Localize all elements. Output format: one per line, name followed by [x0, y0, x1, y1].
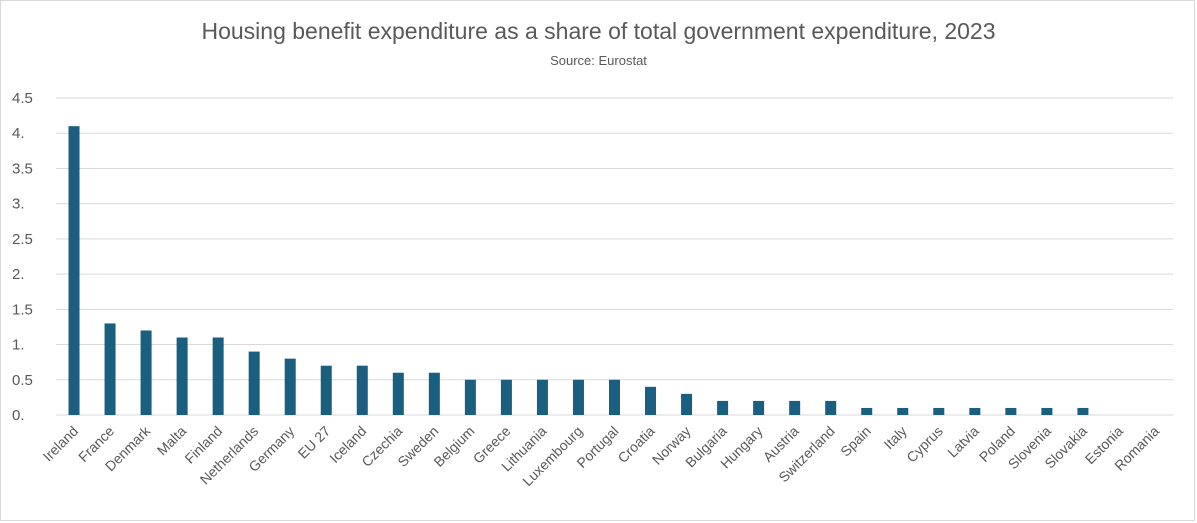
bar-sweden	[428, 372, 440, 415]
bar-france	[104, 323, 116, 415]
y-tick-label: 3.	[12, 196, 25, 213]
bar-lithuania	[536, 379, 548, 415]
bar-spain	[861, 407, 873, 415]
bar-croatia	[645, 386, 657, 415]
bar-czechia	[392, 372, 404, 415]
y-tick-label: 4.5	[12, 90, 33, 107]
bar-greece	[500, 379, 512, 415]
gridlines	[56, 97, 1173, 416]
y-tick-label: 1.5	[12, 301, 33, 318]
y-tick-label: 2.5	[12, 231, 33, 248]
bar-netherlands	[248, 351, 260, 415]
bar-cyprus	[933, 407, 945, 415]
bar-latvia	[969, 407, 981, 415]
bar-hungary	[753, 400, 765, 415]
x-tick-label: Cyprus	[903, 423, 946, 466]
y-tick-label: 3.5	[12, 160, 33, 177]
y-tick-label: 0.5	[12, 372, 33, 389]
bar-slovakia	[1077, 407, 1089, 415]
x-tick-label: Spain	[837, 423, 874, 460]
bars	[68, 126, 1089, 415]
bar-austria	[789, 400, 801, 415]
y-tick-label: 1.	[12, 337, 25, 354]
bar-finland	[212, 337, 224, 415]
x-tick-label: Ireland	[40, 423, 82, 465]
bar-ireland	[68, 126, 80, 415]
bar-eu-27	[320, 365, 332, 415]
chart-title: Housing benefit expenditure as a share o…	[201, 18, 996, 44]
bar-denmark	[140, 330, 152, 415]
x-tick-label: Belgium	[430, 423, 477, 470]
y-tick-label: 4.	[12, 125, 25, 142]
bar-slovenia	[1041, 407, 1053, 415]
bar-belgium	[464, 379, 476, 415]
bar-italy	[897, 407, 909, 415]
bar-norway	[681, 393, 693, 415]
x-tick-label: Italy	[880, 423, 909, 452]
y-tick-label: 2.	[12, 266, 25, 283]
chart-subtitle: Source: Eurostat	[550, 53, 647, 68]
bar-luxembourg	[572, 379, 584, 415]
bar-malta	[176, 337, 188, 415]
bar-bulgaria	[717, 400, 729, 415]
y-tick-label: 0.	[12, 407, 25, 424]
bar-poland	[1005, 407, 1017, 415]
y-axis-ticks: 0. 0.5 1. 1.5 2. 2.5 3. 3.5 4. 4.5	[12, 90, 33, 424]
bar-iceland	[356, 365, 368, 415]
bar-germany	[284, 358, 296, 415]
bar-portugal	[609, 379, 620, 415]
bar-switzerland	[825, 400, 837, 415]
